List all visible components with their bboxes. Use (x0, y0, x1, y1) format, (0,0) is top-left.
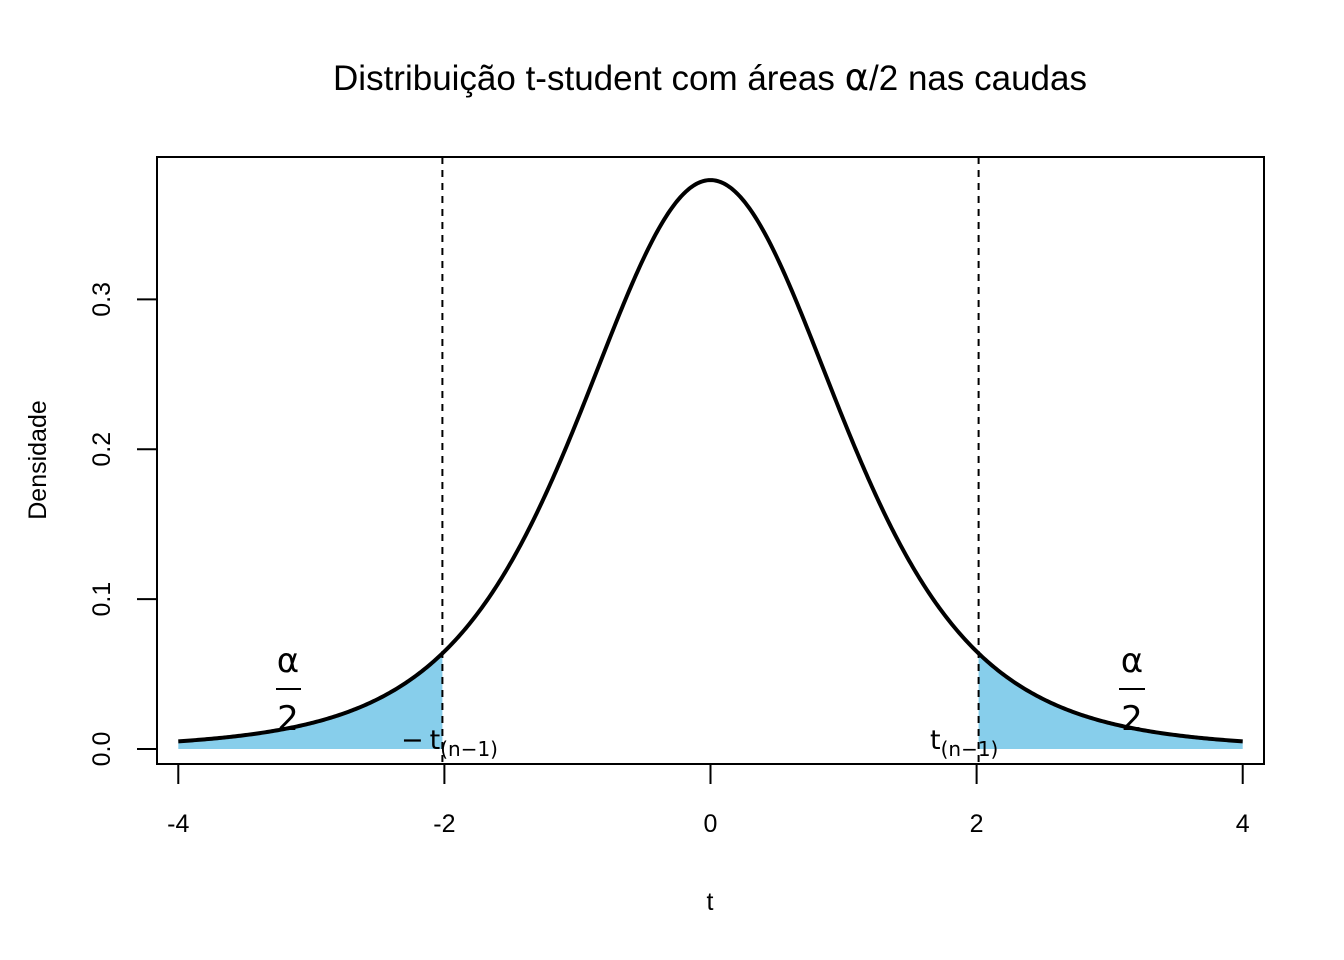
x-tick-label: -4 (167, 810, 189, 838)
density-curve (178, 178, 1243, 744)
pos-critical-label: t(n−1) (930, 725, 998, 761)
pos-critical-t: t (930, 725, 941, 756)
y-axis-label: Densidade (24, 400, 52, 520)
x-axis-label: t (707, 888, 714, 916)
y-tick-label: 0.3 (88, 282, 116, 317)
title-after: nas caudas (898, 59, 1087, 98)
x-tick-label: 0 (704, 810, 718, 838)
x-tick-label: -2 (433, 810, 455, 838)
x-tick-label: 4 (1236, 810, 1250, 838)
y-tick-label: 0.1 (88, 582, 116, 617)
alpha-denominator-right: 2 (1121, 699, 1143, 739)
alpha-numerator-right: α (1121, 641, 1143, 681)
alpha-numerator-left: α (277, 641, 299, 681)
alpha-over-two-left: α 2 (276, 641, 301, 739)
neg-critical-minus: − (401, 725, 424, 756)
title-two: 2 (879, 59, 898, 98)
right-tail-area (978, 653, 1243, 750)
alpha-denominator-left: 2 (277, 699, 299, 739)
neg-critical-label: − t(n−1) (401, 725, 498, 761)
title-slash: / (869, 59, 879, 98)
title-before: Distribuição t-student com áreas (333, 59, 845, 98)
y-tick-label: 0.0 (88, 732, 116, 767)
x-tick-label: 2 (970, 810, 984, 838)
left-tail-area (178, 653, 443, 750)
alpha-over-two-right: α 2 (1119, 641, 1145, 739)
chart-title: Distribuição t-student com áreas α/2 nas… (333, 56, 1087, 99)
neg-critical-subscript: (n−1) (440, 737, 498, 761)
x-axis: -4 -2 0 2 4 (167, 763, 1250, 838)
pos-critical-subscript: (n−1) (941, 737, 999, 761)
y-tick-label: 0.2 (88, 432, 116, 467)
plot-frame (156, 156, 1265, 765)
title-alpha: α (845, 56, 869, 99)
neg-critical-t: t (430, 725, 441, 756)
y-axis: 0.0 0.1 0.2 0.3 (88, 282, 158, 767)
